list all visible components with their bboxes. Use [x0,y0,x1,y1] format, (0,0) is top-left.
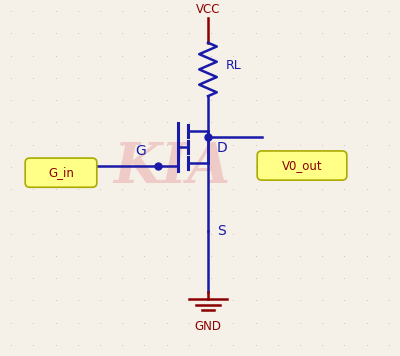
Text: VCC: VCC [196,3,220,16]
FancyBboxPatch shape [25,158,97,187]
Text: G_in: G_in [48,166,74,179]
Text: S: S [217,224,226,238]
FancyBboxPatch shape [257,151,347,180]
Text: GND: GND [194,320,222,333]
Text: V0_out: V0_out [282,159,322,172]
Text: KIA: KIA [113,140,231,195]
Text: RL: RL [226,59,242,72]
Text: D: D [217,141,228,155]
Text: G: G [135,145,146,158]
